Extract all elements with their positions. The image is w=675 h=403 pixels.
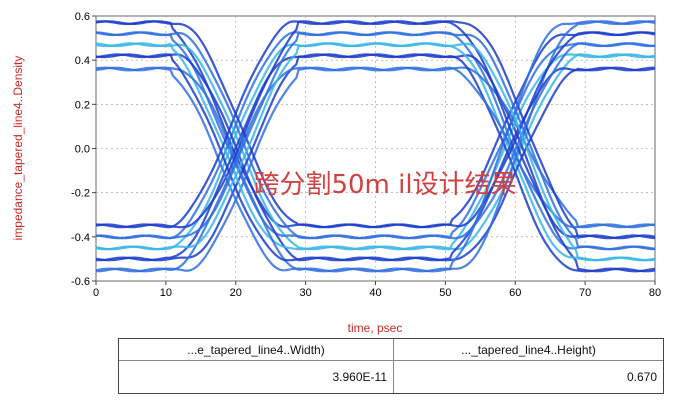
table-value-height: 0.670	[626, 370, 657, 384]
eye-trace	[96, 31, 655, 240]
x-tick-label: 50	[439, 287, 451, 299]
eye-trace	[96, 53, 655, 273]
eye-trace	[96, 42, 655, 262]
y-axis-ticks: 0.6 0.4 0.2 0.0 -0.2 -0.4 -0.6	[71, 11, 96, 288]
eye-trace	[96, 20, 655, 273]
x-tick-label: 30	[300, 287, 312, 299]
y-tick-label: 0.2	[75, 99, 90, 111]
x-tick-label: 60	[509, 287, 521, 299]
chart-annotation: 跨分割50m il设计结果	[253, 170, 516, 200]
y-axis-label: impedance_tapered_line4..Density	[11, 56, 25, 241]
table-header-width: ...e_tapered_line4..Width)	[119, 339, 394, 361]
y-tick-label: 0.6	[75, 11, 90, 23]
y-tick-label: -0.6	[71, 276, 90, 288]
x-axis-label: time, psec	[348, 321, 403, 335]
x-tick-label: 0	[93, 287, 99, 299]
x-tick-label: 40	[369, 287, 381, 299]
x-tick-label: 80	[649, 287, 661, 299]
x-tick-label: 20	[230, 287, 242, 299]
x-tick-label: 10	[160, 287, 172, 299]
eye-trace	[96, 42, 655, 251]
y-tick-label: 0.0	[75, 144, 90, 156]
eye-trace	[96, 53, 655, 262]
eye-trace	[96, 66, 655, 273]
eye-trace	[96, 20, 655, 240]
y-tick-label: 0.4	[75, 55, 90, 67]
x-tick-label: 70	[579, 287, 591, 299]
y-tick-label: -0.2	[71, 188, 90, 200]
eye-trace	[96, 53, 655, 262]
x-axis-ticks: 0 10 20 30 40 50 60 70 80	[93, 281, 661, 299]
table-value-width: 3.960E-11	[119, 361, 394, 393]
eye-trace	[96, 31, 655, 251]
y-tick-label: -0.4	[71, 232, 90, 244]
measurement-table: ...e_tapered_line4..Width) ..._tapered_l…	[118, 338, 664, 394]
table-header-height: ..._tapered_line4..Height)	[394, 339, 663, 361]
eye-traces	[96, 20, 655, 273]
eye-trace	[96, 20, 655, 229]
